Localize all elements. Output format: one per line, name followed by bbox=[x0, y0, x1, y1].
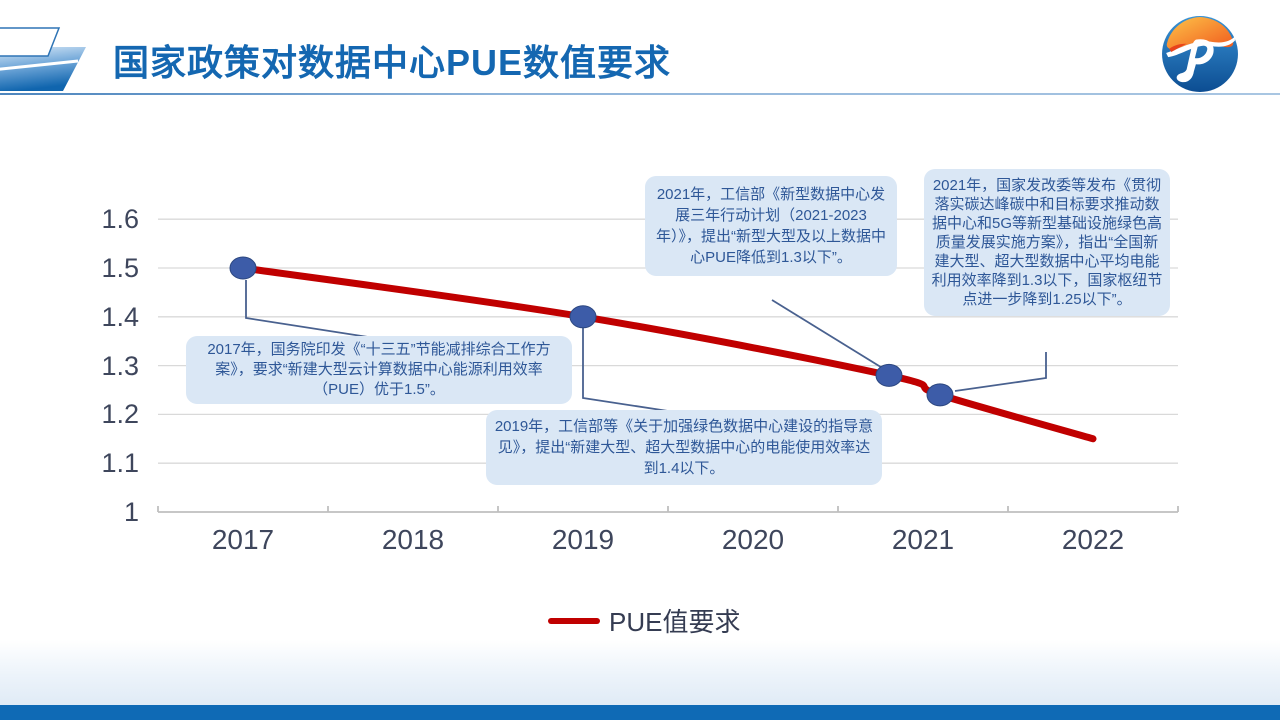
header-divider bbox=[0, 93, 1280, 95]
x-axis-tick-label: 2020 bbox=[721, 524, 785, 555]
y-axis-tick-label: 1.6 bbox=[101, 204, 139, 235]
callout-2019-policy: 2019年，工信部等《关于加强绿色数据中心建设的指导意见》，提出“新建大型、超大… bbox=[486, 410, 882, 485]
x-axis-tick-label: 2017 bbox=[211, 524, 275, 555]
y-axis-tick-label: 1.3 bbox=[101, 350, 139, 381]
callout-2021-ndrc-policy: 2021年，国家发改委等发布《贯彻落实碳达峰碳中和目标要求推动数据中心和5G等新… bbox=[924, 169, 1170, 316]
x-axis-tick-label: 2018 bbox=[381, 524, 445, 555]
legend-line-swatch bbox=[548, 617, 600, 624]
connector-2021-miit bbox=[771, 299, 885, 370]
legend-label: PUE值要求 bbox=[609, 607, 741, 637]
page-title: 国家政策对数据中心PUE数值要求 bbox=[113, 42, 672, 83]
data-point-marker bbox=[569, 305, 597, 329]
data-point-marker bbox=[875, 363, 903, 387]
x-axis-tick-label: 2022 bbox=[1061, 524, 1125, 555]
chart-legend: PUE值要求 bbox=[548, 602, 740, 639]
data-point-marker bbox=[926, 383, 954, 407]
data-point-marker bbox=[229, 256, 257, 280]
connector-2021-ndrc bbox=[954, 352, 1047, 392]
y-axis-tick-label: 1 bbox=[123, 497, 139, 527]
y-axis-tick-label: 1.1 bbox=[101, 448, 139, 479]
callout-2021-miit-policy: 2021年，工信部《新型数据中心发展三年行动计划（2021-2023年）》，提出… bbox=[645, 176, 897, 276]
series-layer bbox=[229, 256, 1097, 443]
x-axis-tick-label: 2019 bbox=[551, 524, 615, 555]
company-logo-icon bbox=[1162, 16, 1238, 92]
bottom-blue-bar bbox=[0, 705, 1280, 720]
corner-decoration-icon bbox=[0, 27, 86, 91]
y-axis-tick-label: 1.4 bbox=[101, 301, 139, 332]
pue-requirement-line bbox=[239, 264, 1097, 443]
callout-connectors bbox=[245, 280, 1047, 412]
y-axis-tick-label: 1.2 bbox=[101, 399, 139, 430]
x-axis-tick-label: 2021 bbox=[891, 524, 955, 555]
callout-2017-policy: 2017年，国务院印发《“十三五”节能减排综合工作方案》，要求“新建大型云计算数… bbox=[186, 336, 572, 404]
connector-2017 bbox=[245, 280, 369, 338]
bottom-gradient-decoration bbox=[0, 640, 1280, 705]
connector-2019 bbox=[582, 328, 669, 412]
y-axis-tick-label: 1.5 bbox=[101, 253, 139, 283]
